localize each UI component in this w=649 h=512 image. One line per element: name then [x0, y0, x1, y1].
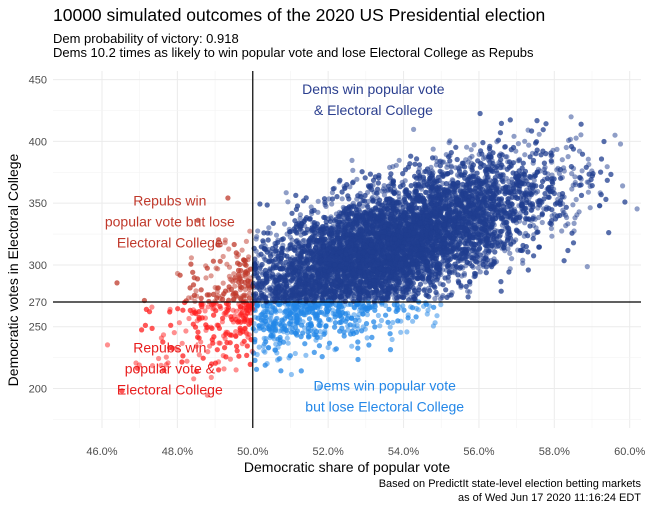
data-point: [605, 164, 610, 169]
data-point: [390, 320, 395, 325]
data-point: [105, 342, 110, 347]
data-point: [549, 226, 554, 231]
data-point: [388, 324, 393, 329]
data-point: [560, 157, 565, 162]
data-point: [566, 154, 571, 159]
data-point: [507, 251, 512, 256]
data-point: [186, 316, 191, 321]
data-point: [226, 246, 231, 251]
data-point: [172, 330, 177, 335]
data-point: [289, 372, 294, 377]
data-point: [247, 229, 252, 234]
data-point: [516, 141, 521, 146]
data-point: [221, 366, 226, 371]
data-point: [425, 311, 430, 316]
data-point: [526, 143, 531, 148]
data-point: [588, 205, 593, 210]
data-point: [177, 320, 182, 325]
data-point: [396, 194, 401, 199]
data-point: [365, 335, 370, 340]
data-point: [580, 168, 585, 173]
data-point: [329, 201, 334, 206]
data-point: [620, 183, 625, 188]
data-point: [570, 202, 575, 207]
data-point: [285, 199, 290, 204]
data-point: [465, 289, 470, 294]
data-point: [303, 353, 308, 358]
data-point: [350, 168, 355, 173]
data-point: [189, 255, 194, 260]
data-point: [404, 329, 409, 334]
data-point: [434, 313, 439, 318]
data-point: [472, 142, 477, 147]
data-point: [411, 127, 416, 132]
data-point: [559, 228, 564, 233]
data-point: [255, 228, 260, 233]
data-point: [431, 147, 436, 152]
data-point: [221, 254, 226, 259]
data-point: [511, 134, 516, 139]
data-point: [240, 248, 245, 253]
data-point: [612, 133, 617, 138]
data-point: [234, 367, 239, 372]
data-point: [564, 145, 569, 150]
data-point: [377, 323, 382, 328]
data-point: [286, 341, 291, 346]
